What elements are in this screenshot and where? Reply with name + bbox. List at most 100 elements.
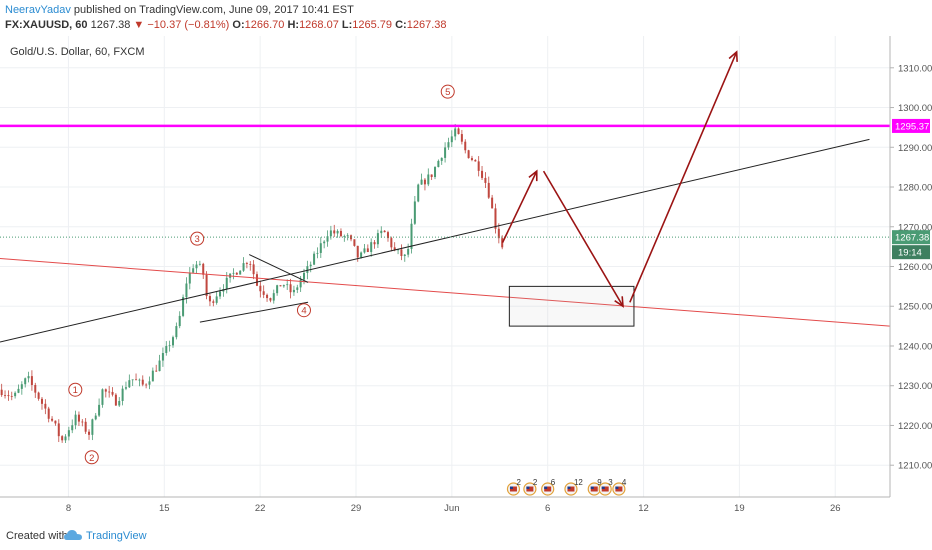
candle-body <box>17 388 20 393</box>
candle-body <box>373 242 376 245</box>
time-axis[interactable]: 8 15 22 29 Jun 6 12 19 26 <box>66 503 841 514</box>
candle-body <box>386 232 389 239</box>
wave-label-circle <box>296 303 311 318</box>
candle-body <box>299 279 302 288</box>
candle-body <box>363 248 366 253</box>
candle-body <box>407 248 410 255</box>
candle-body <box>427 174 430 185</box>
candle-body <box>138 379 141 381</box>
candle-body <box>289 284 292 293</box>
candle-body <box>192 268 195 273</box>
candle-body <box>286 284 289 286</box>
candle-body <box>185 283 188 298</box>
candle-body <box>47 408 50 419</box>
time-tick-label: 15 <box>159 503 170 514</box>
economic-events[interactable]: 2 2 6 12 9 3 4 <box>506 478 627 496</box>
countdown-tag-bg <box>892 245 930 260</box>
candle-body <box>383 230 386 233</box>
price-axis[interactable]: 1210.00 1220.00 1230.00 1240.00 1250.00 1260.… <box>890 63 932 472</box>
event-count: 12 <box>574 478 583 487</box>
candle-body <box>20 384 23 389</box>
high-label: H: <box>287 19 300 31</box>
down-triangle-icon: ▼ <box>133 19 145 31</box>
candle-body <box>309 264 312 267</box>
candle-body <box>397 249 400 251</box>
ohlc-line: FX:XAUUSD, 60 1267.38 ▼ −10.37 (−0.81%) … <box>5 19 446 31</box>
candle-body <box>249 263 252 265</box>
candle-body <box>114 394 117 406</box>
candle-body <box>205 274 208 297</box>
candle-body <box>302 272 306 280</box>
candle-body <box>420 179 423 185</box>
candle-body <box>343 236 346 237</box>
candle-body <box>111 391 114 395</box>
forecast-arrow-head <box>614 296 624 308</box>
candle-body <box>81 421 84 423</box>
publish-line: NeeravYadav published on TradingView.com… <box>5 4 354 16</box>
candle-body <box>30 376 33 385</box>
candle-body <box>0 389 3 396</box>
candle-body <box>131 379 134 381</box>
candle-body <box>208 296 211 302</box>
candle-body <box>108 391 111 393</box>
target-box <box>508 285 635 327</box>
forecast-arrow-line <box>629 51 738 303</box>
candle-body <box>366 248 369 253</box>
price-tick-label: 1210.00 <box>898 461 932 472</box>
footer: Created with TradingView <box>0 522 932 550</box>
event-count: 4 <box>622 478 627 487</box>
time-tick-label: 8 <box>66 503 71 514</box>
candle-body <box>319 243 322 253</box>
candle-body <box>484 177 487 183</box>
candle-body <box>71 425 74 431</box>
black-trend-line <box>0 138 870 343</box>
last-price: 1267.38 <box>90 19 131 31</box>
candle-body <box>326 236 329 242</box>
candle-body <box>67 430 70 437</box>
candle-body <box>323 241 326 244</box>
candle-body <box>7 395 10 397</box>
open-label: O: <box>232 19 245 31</box>
flag-us-icon <box>615 486 623 492</box>
candle-body <box>118 400 121 406</box>
candle-body <box>494 208 497 229</box>
flag-us-icon <box>526 486 530 489</box>
candle-body <box>51 418 54 421</box>
tradingview-link[interactable]: TradingView <box>86 530 147 542</box>
candle-body <box>457 128 460 135</box>
candle-body <box>460 134 463 142</box>
candle-body <box>497 228 500 239</box>
price-tick-label: 1240.00 <box>898 341 932 352</box>
flag-us-icon <box>601 486 605 489</box>
current-price-tag: 1267.38 <box>895 233 929 244</box>
candle-body <box>447 142 450 148</box>
time-tick-label: 6 <box>545 503 550 514</box>
candle-body <box>262 291 265 295</box>
countdown-tag: 19:14 <box>898 248 922 259</box>
candle-body <box>121 388 124 401</box>
candle-body <box>242 263 245 271</box>
time-tick-label: 22 <box>255 503 266 514</box>
wave-label-circle <box>84 450 99 465</box>
candle-body <box>481 170 484 178</box>
candle-body <box>255 274 258 286</box>
wave-label: 2 <box>89 453 94 464</box>
candle-body <box>141 379 144 385</box>
candle-body <box>279 285 282 287</box>
candle-body <box>195 264 198 269</box>
flag-us-icon <box>567 486 571 489</box>
tradingview-cloud-icon[interactable] <box>64 529 82 541</box>
candle-body <box>61 436 64 441</box>
candle-body <box>4 395 7 396</box>
candle-body <box>171 337 175 346</box>
candle-body <box>94 415 97 420</box>
author-link[interactable]: NeeravYadav <box>5 4 71 16</box>
forecast-arrow-head <box>528 169 538 182</box>
candle-body <box>54 420 57 424</box>
candle-body <box>198 263 201 265</box>
candle-body <box>128 380 131 388</box>
candle-body <box>88 431 91 435</box>
candle-body <box>360 252 363 258</box>
candle-body <box>84 421 87 432</box>
